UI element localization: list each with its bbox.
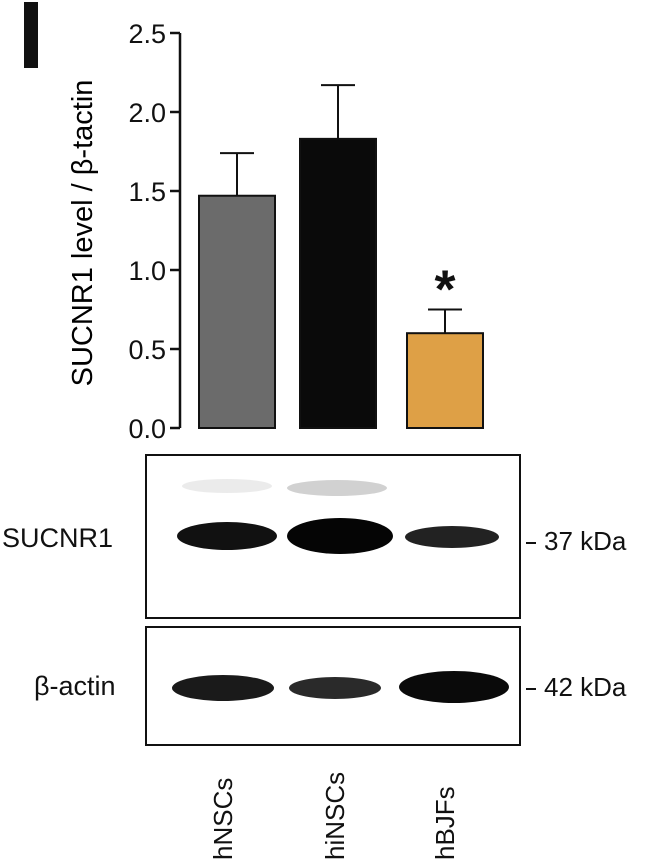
- marker-37kda-label: 37 kDa: [544, 526, 627, 556]
- band-sucnr1-faint-hinscs: [287, 480, 387, 496]
- band-actin-hinscs: [289, 677, 381, 699]
- y-tick-label: 1.5: [128, 177, 166, 207]
- marker-42kda-label: 42 kDa: [544, 672, 627, 702]
- band-actin-hbjfs: [399, 671, 509, 703]
- band-sucnr1-faint-hnscs: [182, 479, 272, 493]
- blot-label-beta-actin: β-actin: [34, 671, 116, 701]
- y-tick-label: 1.0: [128, 256, 166, 286]
- marker-42kda: 42 kDa: [526, 672, 626, 703]
- bar-hiNSCs: [299, 137, 377, 430]
- bar-chart: SUCNR1 level / β-tactin 0.0 0.5 1.0 1.5 2.0 2…: [67, 19, 484, 444]
- lane-label-hnscs: hNSCs: [208, 777, 238, 860]
- marker-tick: [526, 542, 536, 545]
- lane-label-hinscs: hiNSCs: [320, 771, 350, 860]
- band-sucnr1-hbjfs: [405, 526, 499, 548]
- band-actin-hnscs: [172, 675, 274, 701]
- bar-hNSCs: [198, 194, 276, 429]
- y-tick-label: 0.5: [128, 335, 166, 365]
- y-tick-label: 0.0: [128, 414, 166, 444]
- marker-tick: [526, 688, 536, 691]
- bar-hBJFs: [406, 332, 484, 430]
- blot-label-sucnr1: SUCNR1: [2, 523, 114, 553]
- lane-label-hbjfs: hBJFs: [430, 786, 460, 860]
- y-tick-label: 2.5: [128, 19, 166, 49]
- significance-asterisk: *: [434, 260, 455, 320]
- blot-panel-beta-actin: [145, 626, 521, 746]
- marker-37kda: 37 kDa: [526, 526, 626, 557]
- band-sucnr1-hinscs: [287, 518, 393, 554]
- y-tick-label: 2.0: [128, 98, 166, 128]
- blot-panel-sucnr1: [145, 454, 521, 619]
- panel-marker: [24, 2, 38, 68]
- band-sucnr1-hnscs: [177, 522, 277, 550]
- y-axis-label: SUCNR1 level / β-tactin: [67, 80, 99, 387]
